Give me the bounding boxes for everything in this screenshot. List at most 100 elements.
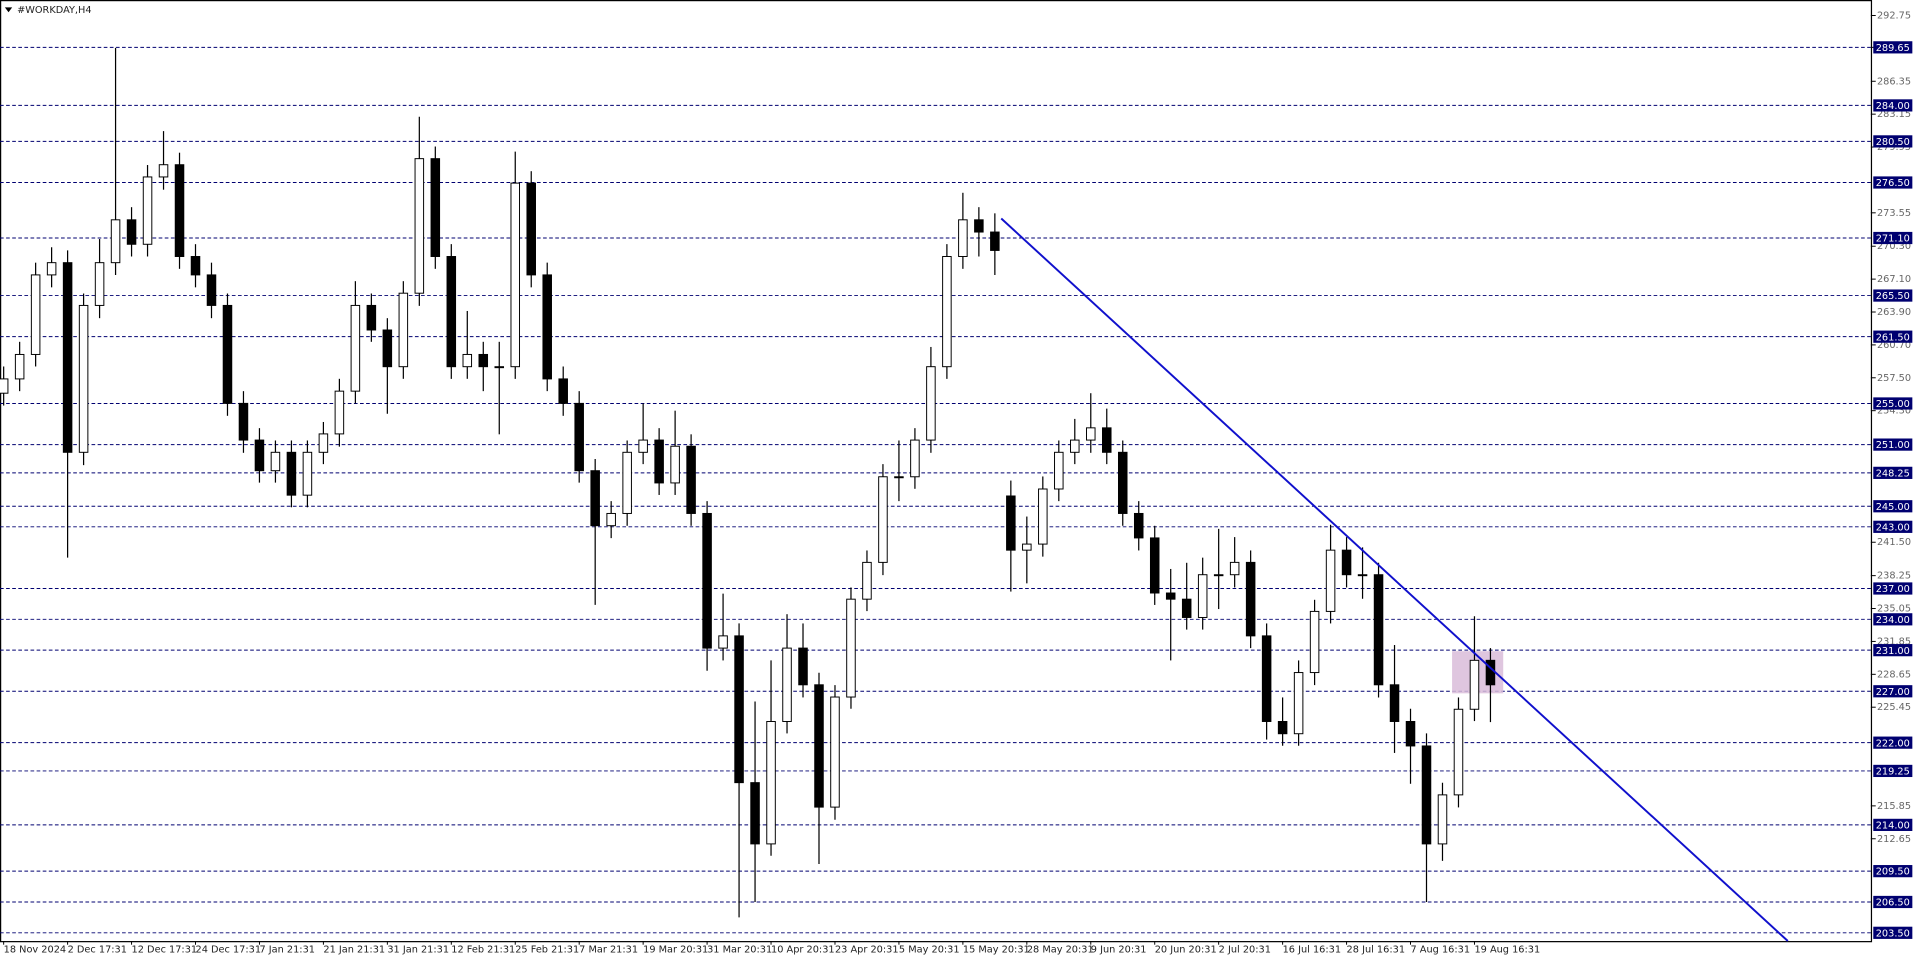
x-tick-label: 28 May 20:31: [1027, 945, 1094, 956]
y-tick-label: 231.85: [1877, 636, 1911, 647]
level-label: 251.00: [1876, 440, 1910, 451]
level-label: 219.25: [1876, 767, 1910, 778]
level-label-box: [1873, 176, 1913, 189]
candle-body: [0, 378, 9, 394]
candle-body: [1261, 635, 1272, 722]
candle-body: [1405, 721, 1416, 747]
level-label: 237.00: [1876, 584, 1910, 595]
candle-body: [382, 329, 393, 368]
candle-body: [1469, 659, 1480, 710]
candle-body: [462, 353, 473, 368]
x-tick-label: 19 Mar 20:31: [643, 945, 708, 956]
y-tick-label: 283.15: [1877, 109, 1911, 120]
candle-body: [190, 256, 201, 276]
candle-body: [366, 304, 377, 331]
level-label: 289.65: [1876, 43, 1910, 54]
candle-body: [1357, 574, 1368, 577]
x-tick-label: 18 Nov 2024: [4, 945, 66, 956]
candle-body: [1245, 561, 1256, 637]
candle-body: [1437, 794, 1448, 845]
candle-body: [558, 378, 568, 404]
candle-body: [334, 390, 345, 435]
candle-body: [1197, 574, 1208, 618]
candle-body: [1181, 598, 1192, 618]
candle-body: [974, 219, 984, 233]
candle-body: [1165, 592, 1176, 600]
x-tick-label: 9 Jun 20:31: [1091, 945, 1147, 956]
candle-body: [286, 451, 297, 496]
candle-body: [638, 439, 648, 453]
candle-body: [1038, 488, 1048, 545]
candle-body: [94, 262, 105, 306]
candle-body: [510, 182, 521, 368]
candle-body: [478, 353, 489, 368]
candle-body: [430, 158, 441, 257]
y-tick-label: 235.05: [1877, 604, 1911, 615]
level-label-box: [1873, 895, 1913, 909]
y-tick-label: 270.30: [1877, 241, 1911, 252]
candle-body: [766, 721, 776, 845]
candle-body: [1054, 451, 1064, 490]
level-label-box: [1873, 289, 1913, 302]
candle-body: [126, 219, 137, 245]
candle-body: [142, 176, 153, 245]
candle-body: [574, 402, 584, 472]
x-tick-label: 16 Jul 16:31: [1283, 945, 1341, 956]
candle-body: [494, 366, 505, 369]
level-label-box: [1873, 764, 1913, 778]
level-label-box: [1873, 818, 1913, 831]
y-tick-label: 279.95: [1877, 142, 1911, 153]
candle-body: [398, 292, 409, 368]
candle-body: [686, 445, 696, 514]
level-label: 243.00: [1876, 522, 1910, 533]
level-label: 227.00: [1876, 687, 1910, 698]
level-label: 231.00: [1876, 646, 1910, 657]
candle-body: [862, 561, 872, 600]
candle-body: [702, 512, 712, 649]
candle-body: [254, 439, 265, 472]
candle-body: [1149, 537, 1160, 594]
level-label: 280.50: [1876, 137, 1910, 148]
level-label-box: [1873, 500, 1913, 513]
candle-body: [1277, 721, 1288, 735]
title-icon[interactable]: [4, 7, 13, 13]
candle-body: [590, 470, 600, 527]
candle-body: [894, 476, 904, 479]
x-tick-label: 12 Dec 17:31: [132, 945, 198, 956]
y-tick-label: 241.50: [1877, 537, 1911, 548]
level-label-box: [1873, 582, 1913, 595]
candle-body: [606, 512, 616, 527]
x-tick-label: 7 Jan 21:31: [259, 945, 315, 956]
candle-body: [654, 439, 664, 484]
x-tick-label: 19 Aug 16:31: [1474, 945, 1540, 956]
x-tick-label: 7 Aug 16:31: [1411, 945, 1471, 956]
candle-body: [942, 256, 952, 368]
candle-body: [1309, 610, 1320, 674]
x-tick-label: 10 Apr 20:31: [771, 945, 835, 956]
x-tick-label: 31 Mar 20:31: [707, 945, 772, 956]
candle-body: [910, 439, 920, 478]
x-tick-label: 28 Jul 16:31: [1347, 945, 1405, 956]
level-label: 209.50: [1876, 867, 1910, 878]
y-tick-label: 267.10: [1877, 274, 1911, 285]
x-tick-label: 7 Mar 21:31: [579, 945, 638, 956]
level-label: 222.00: [1876, 738, 1910, 749]
candle-body: [542, 274, 552, 380]
level-label-box: [1873, 865, 1913, 878]
x-tick-label: 25 Feb 21:31: [515, 945, 579, 956]
candle-body: [110, 219, 121, 264]
candle-body: [1293, 672, 1304, 735]
candle-body: [30, 274, 41, 355]
candle-body: [878, 476, 888, 563]
y-tick-label: 238.25: [1877, 571, 1911, 582]
candle-body: [830, 696, 840, 808]
candle-body: [734, 635, 744, 784]
trendline: [1000, 217, 1789, 942]
y-tick-label: 286.35: [1877, 76, 1911, 87]
candle-body: [318, 433, 329, 453]
candle-body: [174, 164, 185, 257]
level-label-box: [1873, 685, 1913, 698]
level-label-box: [1873, 438, 1913, 451]
candle-body: [1421, 745, 1432, 845]
